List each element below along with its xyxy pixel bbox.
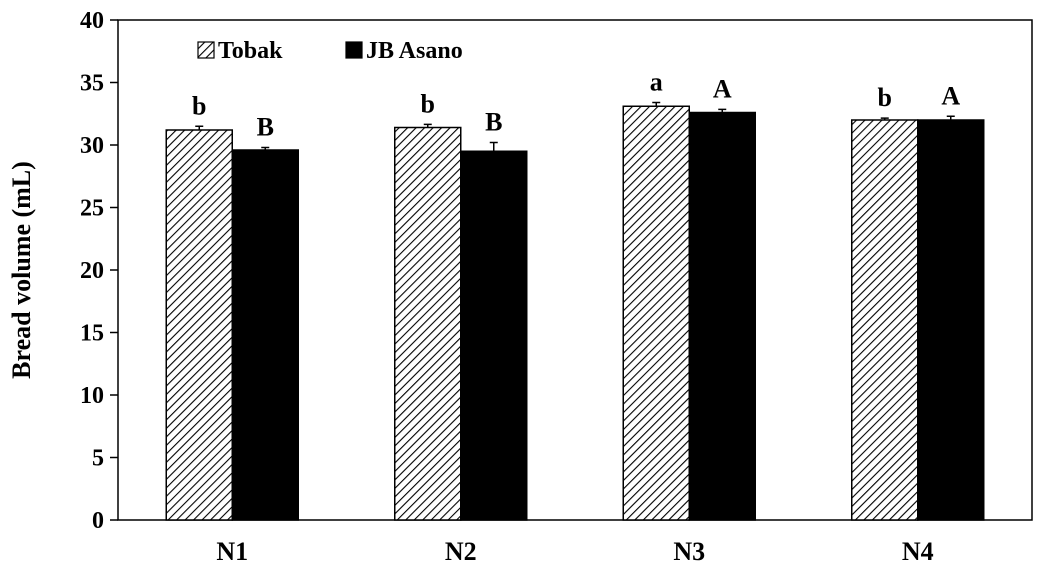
significance-letter: a: [650, 68, 663, 97]
significance-letter: b: [192, 91, 206, 120]
y-tick-label: 5: [92, 446, 104, 472]
plot-area: 0 5 10 15 20 25 30 35 40 N1 b B N2 b B N3 a A N4 b A Tobak JB …: [80, 8, 1033, 566]
x-tick-label: N2: [445, 537, 477, 566]
y-tick-label: 40: [80, 8, 104, 34]
x-tick-label: N1: [216, 537, 248, 566]
significance-letter: A: [713, 74, 732, 103]
bar-jb-asano: [917, 119, 985, 521]
bar-tobak: [851, 119, 919, 521]
legend-swatch: [197, 41, 215, 59]
significance-letter: b: [421, 89, 435, 118]
x-tick-label: N3: [673, 537, 705, 566]
legend-label: JB Asano: [366, 38, 463, 64]
significance-letter: b: [878, 83, 892, 112]
bar-jb-asano: [231, 149, 299, 521]
x-tick-label: N4: [902, 537, 934, 566]
y-tick-label: 35: [80, 71, 104, 97]
y-tick-label: 25: [80, 196, 104, 222]
significance-letter: A: [941, 81, 960, 110]
bar-jb-asano: [688, 111, 756, 521]
significance-letter: B: [485, 108, 502, 137]
bar-tobak: [622, 105, 690, 521]
bar-tobak: [165, 129, 233, 521]
legend-swatch: [345, 41, 363, 59]
y-tick-label: 20: [80, 258, 104, 284]
y-tick-label: 0: [92, 508, 104, 534]
legend-label: Tobak: [218, 38, 283, 64]
y-tick-label: 30: [80, 133, 104, 159]
significance-letter: B: [257, 113, 274, 142]
y-tick-label: 10: [80, 383, 104, 409]
bar-tobak: [394, 126, 462, 521]
y-axis-label: Bread volume (mL): [7, 161, 36, 379]
y-tick-label: 15: [80, 321, 104, 347]
bar-jb-asano: [460, 150, 528, 521]
